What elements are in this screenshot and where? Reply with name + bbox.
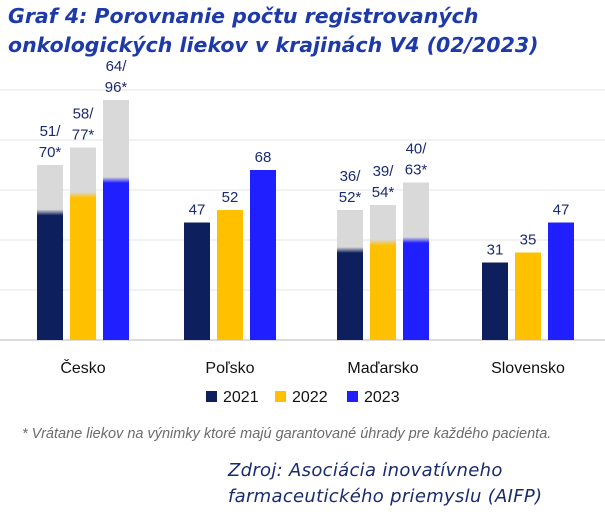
data-labels: 51/70* 58/77* 64/96* 47 52 68 36/52* 39/54* 40/6… (39, 58, 570, 259)
data-label-polsko-2022-line-1: 52 (222, 189, 239, 206)
data-label-slovensko-2021-line-1: 31 (487, 242, 504, 259)
bar-cesko-2022 (70, 198, 96, 340)
legend-label-2023: 2023 (364, 389, 400, 406)
category-label-slovensko: Slovensko (491, 360, 565, 377)
bar-cesko-2021 (37, 215, 63, 340)
category-label-cesko: Česko (60, 358, 105, 377)
legend-swatch-2021 (206, 391, 217, 402)
bar-slovensko-2023 (548, 222, 574, 340)
bar-blend-cesko-2023 (103, 177, 129, 183)
data-label-polsko-2021-line-1: 47 (189, 202, 206, 219)
data-label-madarsko-2022-line-2: 54* (372, 184, 395, 201)
chart-title-line-2: onkologických liekov v krajinách V4 (02/… (8, 33, 539, 57)
data-label-cesko-2023-line-1: 64/ (106, 58, 128, 75)
bar-slovensko-2021 (482, 262, 508, 340)
category-labels: Česko Poľsko Maďarsko Slovensko (60, 358, 565, 377)
bar-polsko-2023 (250, 170, 276, 340)
data-label-cesko-2022-line-2: 77* (72, 127, 95, 144)
data-label-madarsko-2021-line-2: 52* (339, 189, 362, 206)
source-note: Zdroj: Asociácia inovatívneho farmaceuti… (228, 458, 598, 510)
data-label-cesko-2021-line-1: 51/ (40, 123, 62, 140)
bar-cesko-2023 (103, 183, 129, 340)
bar-extra-madarsko-2021 (337, 210, 363, 250)
bar-extra-cesko-2021 (37, 165, 63, 213)
data-label-madarsko-2022-line-1: 39/ (373, 163, 395, 180)
legend-label-2021: 2021 (223, 389, 259, 406)
bar-madarsko-2023 (403, 243, 429, 340)
legend-swatch-2023 (347, 391, 358, 402)
bar-blend-madarsko-2023 (403, 237, 429, 243)
data-label-madarsko-2023-line-1: 40/ (406, 141, 428, 158)
legend-swatch-2022 (275, 391, 286, 402)
bar-extra-cesko-2023 (103, 100, 129, 180)
bar-blend-cesko-2021 (37, 209, 63, 216)
source-line-1: Zdroj: Asociácia inovatívneho (228, 460, 503, 481)
bar-chart: 51/70* 58/77* 64/96* 47 52 68 36/52* 39/54* 40/6… (0, 58, 605, 406)
legend: 2021 2022 2023 (206, 389, 400, 406)
bar-blend-madarsko-2022 (370, 239, 396, 246)
data-label-cesko-2022-line-1: 58/ (73, 106, 95, 123)
data-label-madarsko-2021-line-1: 36/ (340, 168, 362, 185)
bar-polsko-2021 (184, 222, 210, 340)
bar-extra-cesko-2022 (70, 147, 96, 195)
data-label-polsko-2023-line-1: 68 (255, 149, 272, 166)
bar-extra-madarsko-2022 (370, 205, 396, 243)
data-label-slovensko-2022-line-1: 35 (520, 232, 537, 249)
data-label-cesko-2023-line-2: 96* (105, 79, 128, 96)
bar-blend-cesko-2022 (70, 192, 96, 198)
bar-slovensko-2022 (515, 252, 541, 340)
data-label-cesko-2021-line-2: 70* (39, 144, 62, 161)
source-line-2: farmaceutického priemyslu (AIFP) (228, 486, 543, 507)
legend-label-2022: 2022 (292, 389, 328, 406)
footnote: * Vrátane liekov na výnimky ktoré majú g… (22, 426, 552, 442)
category-label-madarsko: Maďarsko (347, 360, 418, 377)
chart-title-line-1: Graf 4: Porovnanie počtu registrovaných (8, 4, 479, 28)
data-label-slovensko-2023-line-1: 47 (553, 202, 570, 219)
bar-blend-madarsko-2021 (337, 247, 363, 253)
chart-title: Graf 4: Porovnanie počtu registrovaných … (8, 2, 598, 60)
bar-madarsko-2022 (370, 245, 396, 340)
bar-extra-madarsko-2023 (403, 182, 429, 240)
data-label-madarsko-2023-line-2: 63* (405, 162, 428, 179)
category-label-polsko: Poľsko (205, 360, 254, 377)
bars (37, 100, 574, 340)
bar-polsko-2022 (217, 210, 243, 340)
bar-madarsko-2021 (337, 253, 363, 340)
